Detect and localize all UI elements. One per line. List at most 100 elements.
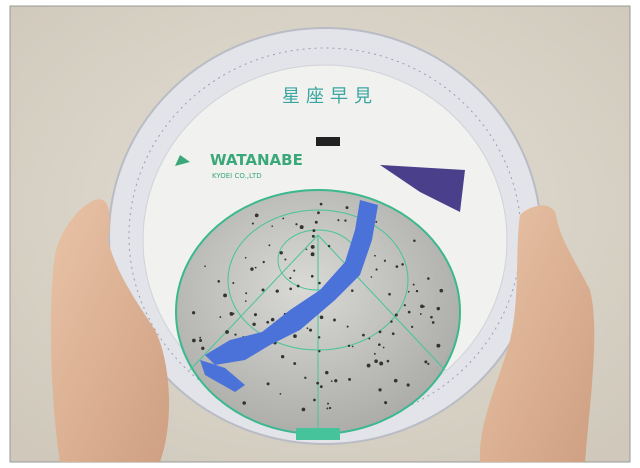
star (317, 211, 320, 215)
star (388, 292, 391, 296)
star (311, 234, 315, 238)
logo (175, 155, 190, 166)
left-hand (50, 199, 170, 462)
star (301, 407, 306, 412)
star (232, 281, 235, 284)
star (395, 265, 399, 268)
star (201, 346, 205, 351)
star (319, 315, 324, 320)
star (406, 383, 410, 387)
star (383, 259, 386, 262)
star (306, 327, 309, 330)
star (217, 280, 220, 283)
milky-way-tail (200, 360, 245, 392)
star (412, 283, 415, 286)
star (373, 352, 376, 355)
star (252, 322, 256, 327)
star (368, 337, 371, 340)
star (253, 313, 257, 317)
star (318, 350, 321, 353)
star (296, 284, 300, 288)
star (382, 346, 385, 349)
star (313, 398, 316, 402)
star (420, 304, 424, 309)
star (309, 328, 313, 332)
stars (192, 202, 444, 412)
star (347, 344, 351, 348)
star (427, 277, 430, 280)
star (280, 355, 285, 359)
star (436, 306, 440, 311)
star (330, 380, 333, 382)
star (384, 401, 388, 405)
star (375, 220, 378, 223)
star (293, 269, 296, 272)
star (378, 343, 381, 346)
star (350, 289, 354, 292)
star (327, 244, 331, 248)
star (439, 288, 444, 293)
star (403, 304, 406, 307)
plate-title: 星座早見 (282, 86, 378, 107)
star (279, 393, 282, 395)
star (289, 277, 292, 280)
star (279, 251, 283, 255)
star (326, 407, 329, 410)
star (431, 321, 435, 324)
star (316, 381, 320, 385)
star (268, 244, 271, 247)
star (411, 325, 414, 329)
star (401, 263, 404, 266)
star (314, 220, 318, 224)
star (270, 317, 275, 322)
star (284, 258, 287, 261)
star (289, 287, 292, 291)
star (386, 359, 390, 363)
star (244, 300, 247, 302)
star (378, 330, 382, 334)
star (379, 361, 384, 366)
star (266, 382, 270, 386)
star (337, 219, 340, 222)
star (394, 313, 398, 317)
star (393, 378, 398, 383)
star (375, 268, 378, 271)
star (348, 377, 352, 381)
star (378, 388, 382, 392)
star (199, 338, 203, 342)
star (419, 313, 422, 315)
star (391, 332, 395, 336)
star (282, 217, 285, 220)
star (251, 222, 255, 225)
star (295, 223, 298, 226)
star (415, 289, 419, 293)
star (250, 267, 254, 271)
star (333, 318, 336, 322)
star (319, 385, 323, 389)
star (262, 260, 265, 264)
star (293, 362, 297, 365)
star (351, 345, 354, 348)
star (299, 225, 304, 230)
star (328, 406, 332, 410)
star (390, 320, 393, 323)
star (199, 336, 202, 339)
star (319, 202, 323, 206)
star (317, 336, 321, 339)
star (310, 274, 314, 278)
brand: WATANABE (210, 151, 303, 169)
star (312, 229, 316, 233)
star (327, 402, 330, 405)
star (362, 333, 365, 337)
star (436, 343, 441, 348)
star (192, 311, 196, 315)
star (225, 330, 229, 334)
star (374, 254, 376, 257)
star (229, 311, 233, 315)
star (334, 379, 338, 383)
star (242, 401, 246, 405)
milky-way (205, 200, 378, 365)
star (345, 206, 349, 210)
